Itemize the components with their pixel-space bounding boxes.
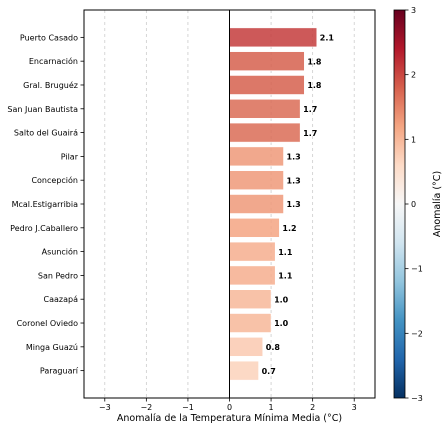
bar-value-label: 0.8 [266,343,281,352]
category-label: Concepción [31,175,78,185]
x-tick-label: −1 [182,403,194,412]
category-label: San Pedro [38,271,78,280]
bar [229,265,276,286]
category-label: Encarnación [29,56,78,66]
category-label: San Juan Bautista [7,105,78,114]
bar [229,146,284,167]
x-tick-label: 0 [227,403,232,412]
category-label: Caazapá [44,295,79,304]
category-label: Puerto Casado [20,33,78,42]
bar [229,27,318,48]
bar-value-label: 1.1 [278,272,293,281]
bar-value-label: 1.3 [287,200,301,209]
x-tick-label: 2 [310,403,315,412]
bar-value-label: 1.7 [303,129,317,138]
bar-value-label: 1.1 [278,248,293,257]
category-labels: Puerto Casado Encarnación Gral. Bruguéz San… [7,33,84,376]
bar [229,289,272,310]
category-label: Asunción [42,247,78,257]
colorbar-gradient [393,9,406,399]
colorbar-tick-label: 3 [411,6,416,15]
bar-value-label: 1.8 [307,81,322,90]
colorbar-tick-label: 1 [411,135,416,144]
bar-value-label: 1.0 [274,319,289,328]
x-tick-label: −3 [99,403,111,412]
category-label: Minga Guazú [26,343,78,352]
bar-value-label: 1.2 [282,224,296,233]
bar [229,75,305,95]
category-label: Gral. Bruguéz [23,80,78,90]
bars: 2.1 1.8 1.8 1.7 1.7 1.3 1.3 1.3 1.2 1.1 1.1 1.0 1.0 0… [229,27,335,381]
bar [229,98,301,119]
category-label: Pilar [61,152,79,161]
colorbar-tick-label: −3 [411,394,423,403]
bar [229,217,280,238]
x-tick-label: 3 [352,403,357,412]
category-label: Pedro J.Caballero [10,224,78,233]
bar [229,313,272,333]
x-tick-label: 1 [269,403,274,412]
bar-value-label: 1.0 [274,295,289,304]
colorbar-tick-label: 2 [411,71,416,80]
category-label: Coronel Oviedo [17,319,79,328]
x-tick-label: −2 [140,403,152,412]
bar [229,241,276,262]
x-axis-label: Anomalía de la Temperatura Mínima Media … [117,413,342,424]
category-label: Salto del Guairá [14,129,78,138]
category-label: Mcal.Estigarribia [12,200,78,209]
bar-value-label: 1.7 [303,105,317,114]
bar-value-label: 2.1 [320,34,335,43]
bar-value-label: 1.3 [287,176,301,185]
bar-value-label: 0.7 [262,367,276,376]
bar [229,194,284,214]
colorbar: −3 −2 −1 0 1 2 3 [393,6,423,403]
x-axis-ticks: −3 −2 −1 0 1 2 3 [99,398,357,412]
bar-value-label: 1.3 [287,153,301,162]
bar [229,122,301,143]
category-label: Paraguarí [40,367,79,376]
bar [229,360,259,381]
colorbar-label: Anomalía (°C) [432,171,442,237]
colorbar-tick-label: −1 [411,265,423,274]
bar-value-label: 1.8 [307,57,322,66]
bar [229,51,305,71]
colorbar-tick-label: −2 [411,329,423,338]
bar [229,170,284,191]
colorbar-tick-label: 0 [411,200,416,209]
bar [229,337,264,357]
